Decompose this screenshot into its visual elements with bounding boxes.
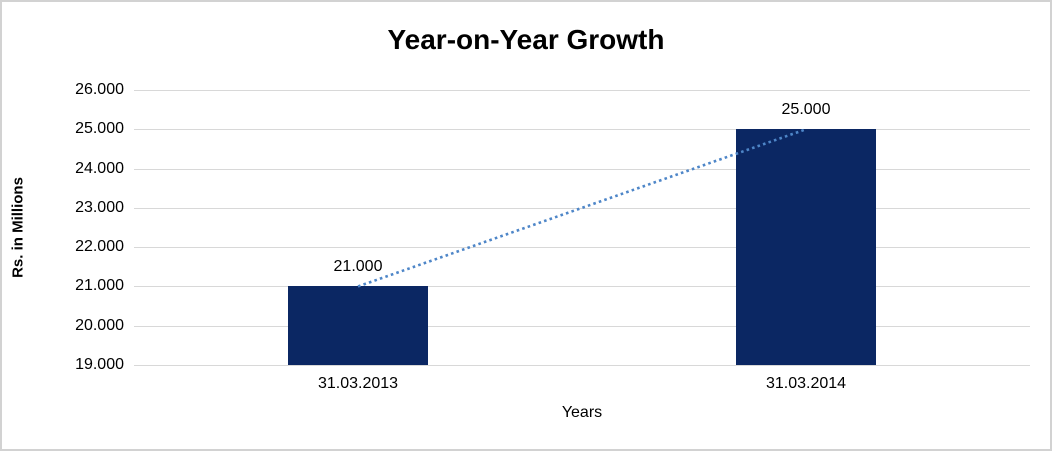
y-tick-label: 23.000 bbox=[75, 198, 124, 216]
y-tick-label: 24.000 bbox=[75, 159, 124, 177]
y-tick-label: 22.000 bbox=[75, 238, 124, 256]
y-axis-title: Rs. in Millions bbox=[9, 177, 27, 278]
bar-31.03.2013 bbox=[288, 286, 428, 365]
gridline bbox=[134, 207, 1030, 209]
trend-line bbox=[357, 128, 807, 288]
y-tick-label: 25.000 bbox=[75, 120, 124, 138]
gridline bbox=[134, 129, 1030, 131]
x-axis-title: Years bbox=[561, 404, 603, 421]
gridline bbox=[134, 365, 1030, 366]
gridline bbox=[134, 168, 1030, 170]
x-tick-label: 31.03.2013 bbox=[317, 375, 399, 392]
x-tick-label: 31.03.2014 bbox=[765, 375, 847, 392]
bar-31.03.2014 bbox=[736, 129, 876, 365]
y-tick-label: 21.000 bbox=[75, 277, 124, 295]
y-tick-label: 26.000 bbox=[75, 81, 124, 98]
plot-area bbox=[134, 90, 1030, 366]
chart-title: Year-on-Year Growth bbox=[387, 24, 665, 55]
y-tick-label: 19.000 bbox=[75, 356, 124, 373]
gridline bbox=[134, 325, 1030, 327]
gridline bbox=[134, 247, 1030, 249]
data-label: 25.000 bbox=[781, 101, 831, 119]
data-label: 21.000 bbox=[333, 258, 383, 276]
gridline bbox=[134, 286, 1030, 288]
y-tick-label: 20.000 bbox=[75, 316, 124, 334]
gridline bbox=[134, 90, 1030, 91]
